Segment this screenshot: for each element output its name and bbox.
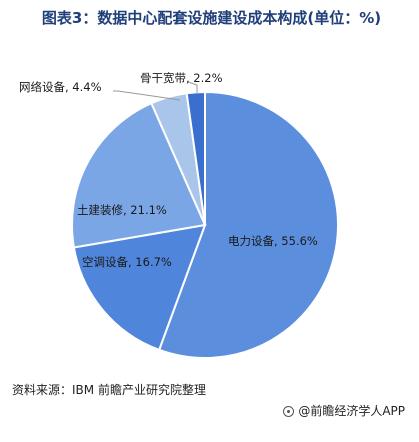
slice-label-1: 电力设备, 55.6% (228, 234, 318, 248)
brand-logo-icon (283, 405, 295, 417)
brand-text: @前瞻经济学人APP (298, 404, 405, 418)
slice-label-3: 土建装修, 21.1% (77, 203, 167, 217)
pie-slice-1 (157, 90, 340, 359)
pie-slice-3 (71, 101, 207, 249)
pie-slice-5 (185, 90, 206, 226)
chart-title: 图表3：数据中心配套设施建设成本构成(单位：%) (41, 9, 382, 27)
slice-label-5: 骨干宽带, 2.2% (140, 71, 223, 85)
leader-line-5 (187, 81, 198, 93)
brand-attribution: @前瞻经济学人APP (283, 403, 405, 419)
slice-label-2: 空调设备, 16.7% (82, 255, 172, 269)
slice-label-4: 网络设备, 4.4% (19, 80, 102, 94)
pie-slice-2 (72, 223, 207, 352)
source-note: 资料来源：IBM 前瞻产业研究院整理 (12, 383, 206, 397)
leader-line-4 (113, 90, 181, 101)
